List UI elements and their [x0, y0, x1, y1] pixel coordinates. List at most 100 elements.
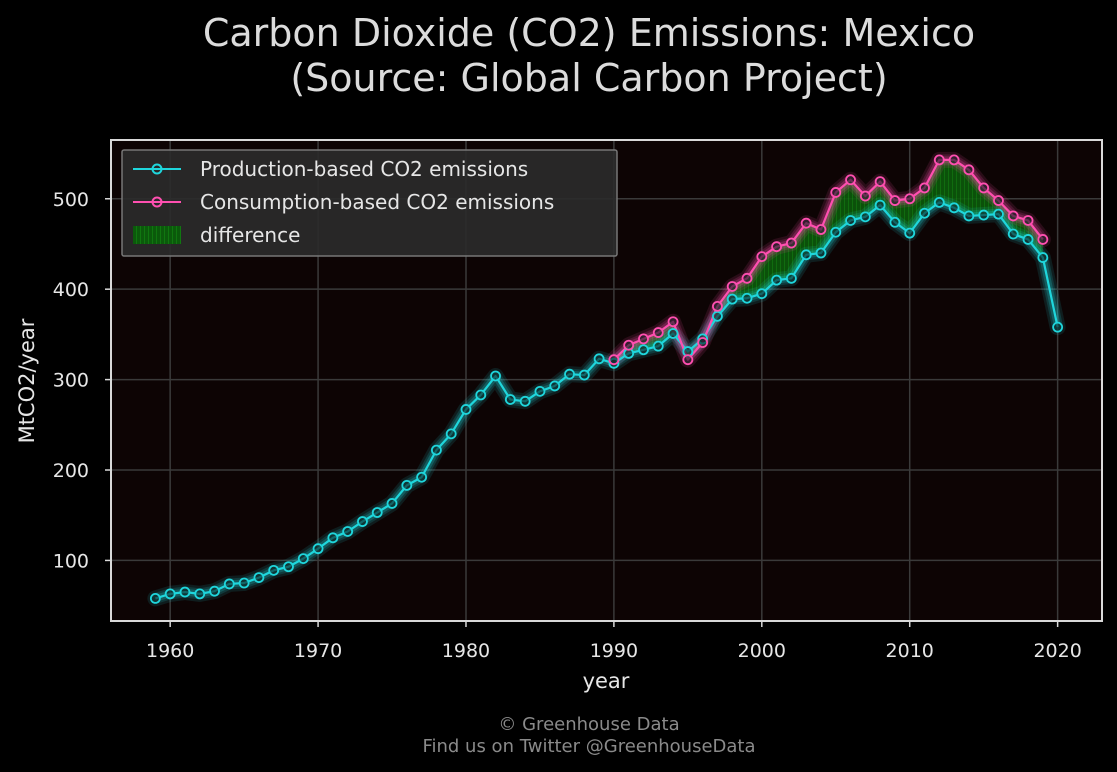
production-point	[874, 199, 886, 211]
y-tick-label: 400	[53, 279, 89, 301]
consumption-point	[712, 300, 723, 312]
production-point	[194, 588, 206, 600]
x-axis-label: year	[583, 669, 630, 693]
consumption-point	[682, 354, 694, 366]
consumption-point	[785, 237, 797, 249]
data-points	[149, 154, 1064, 604]
legend-production-label: Production-based CO2 emissions	[200, 157, 528, 181]
consumption-point	[919, 182, 930, 194]
production-point	[845, 215, 856, 226]
production-point	[638, 344, 649, 356]
consumption-point	[845, 174, 856, 186]
x-tick-label: 2020	[1033, 640, 1081, 662]
production-point	[978, 209, 990, 221]
production-point	[800, 249, 812, 261]
production-point	[371, 507, 383, 518]
consumption-point	[667, 316, 679, 328]
footer-twitter: Find us on Twitter @GreenhouseData	[422, 736, 755, 757]
consumption-point	[652, 327, 664, 338]
consumption-point	[726, 281, 738, 292]
chart-title-line-2: (Source: Global Carbon Project)	[290, 56, 887, 100]
production-point	[771, 274, 782, 286]
legend-consumption-marker	[151, 196, 163, 208]
x-tick-label: 1980	[442, 640, 490, 662]
production-point	[238, 577, 250, 589]
consumption-point	[859, 190, 871, 202]
production-point	[164, 588, 176, 600]
production-point	[401, 479, 413, 491]
production-point	[889, 216, 901, 228]
legend-consumption-label: Consumption-based CO2 emissions	[200, 190, 554, 214]
production-point	[1022, 234, 1034, 245]
production-point	[253, 572, 265, 584]
x-tick-label: 2010	[886, 640, 934, 662]
production-point	[342, 526, 354, 537]
x-tick-label: 1970	[294, 640, 342, 662]
consumption-point	[830, 187, 842, 198]
consumption-point	[978, 182, 990, 194]
production-point	[667, 328, 679, 339]
legend-difference-swatch	[133, 226, 181, 244]
production-point	[416, 471, 428, 483]
production-point	[785, 272, 797, 284]
production-point	[519, 395, 531, 407]
production-point	[268, 564, 280, 576]
legend-difference-label: difference	[200, 223, 300, 247]
consumption-point	[874, 176, 886, 187]
production-point	[475, 389, 487, 401]
production-point	[445, 428, 457, 440]
production-point	[504, 394, 516, 405]
production-point	[357, 516, 368, 527]
production-point	[741, 292, 753, 304]
production-point	[933, 196, 945, 208]
y-tick-label: 500	[53, 189, 89, 211]
consumption-point	[638, 333, 649, 345]
production-point	[149, 592, 161, 604]
consumption-point	[948, 154, 960, 166]
production-point	[327, 532, 339, 544]
production-point	[549, 380, 561, 392]
consumption-point	[815, 224, 827, 235]
production-point	[534, 385, 546, 397]
production-point	[490, 370, 501, 382]
y-axis-label: MtCO2/year	[15, 318, 39, 443]
production-point	[859, 211, 871, 223]
consumption-point	[963, 164, 975, 176]
legend-box	[121, 149, 618, 257]
production-point	[948, 202, 960, 214]
axis-ticks: 1960 1970 1980 1990 2000 2010 2020 100 200 300 400…	[53, 189, 1082, 662]
production-point	[830, 226, 842, 238]
production-point	[283, 561, 294, 573]
x-tick-label: 1960	[146, 640, 194, 662]
consumption-point	[904, 193, 916, 205]
production-point	[386, 498, 398, 509]
production-point	[963, 210, 975, 222]
production-point	[209, 585, 220, 597]
production-point	[919, 207, 930, 219]
production-point	[726, 293, 738, 305]
production-point	[431, 444, 442, 456]
consumption-point	[1022, 215, 1034, 226]
legend: Production-based CO2 emissions Consumpti…	[121, 149, 618, 257]
consumption-point	[697, 337, 709, 348]
production-point	[297, 553, 309, 565]
consumption-point	[1007, 210, 1019, 222]
production-point	[564, 368, 575, 380]
production-point	[578, 369, 590, 381]
production-point	[1052, 321, 1064, 333]
consumption-point	[608, 354, 620, 366]
production-point	[993, 208, 1004, 220]
consumption-point	[800, 217, 812, 229]
y-tick-label: 200	[53, 460, 89, 482]
plot-frame	[110, 139, 1103, 622]
consumption-point	[741, 272, 753, 284]
consumption-point	[756, 251, 768, 263]
production-point	[460, 404, 472, 415]
y-tick-label: 300	[53, 370, 89, 392]
production-point	[652, 340, 664, 352]
production-point	[593, 353, 605, 365]
consumption-point	[889, 195, 901, 206]
production-point	[904, 227, 916, 239]
production-point	[815, 247, 827, 259]
